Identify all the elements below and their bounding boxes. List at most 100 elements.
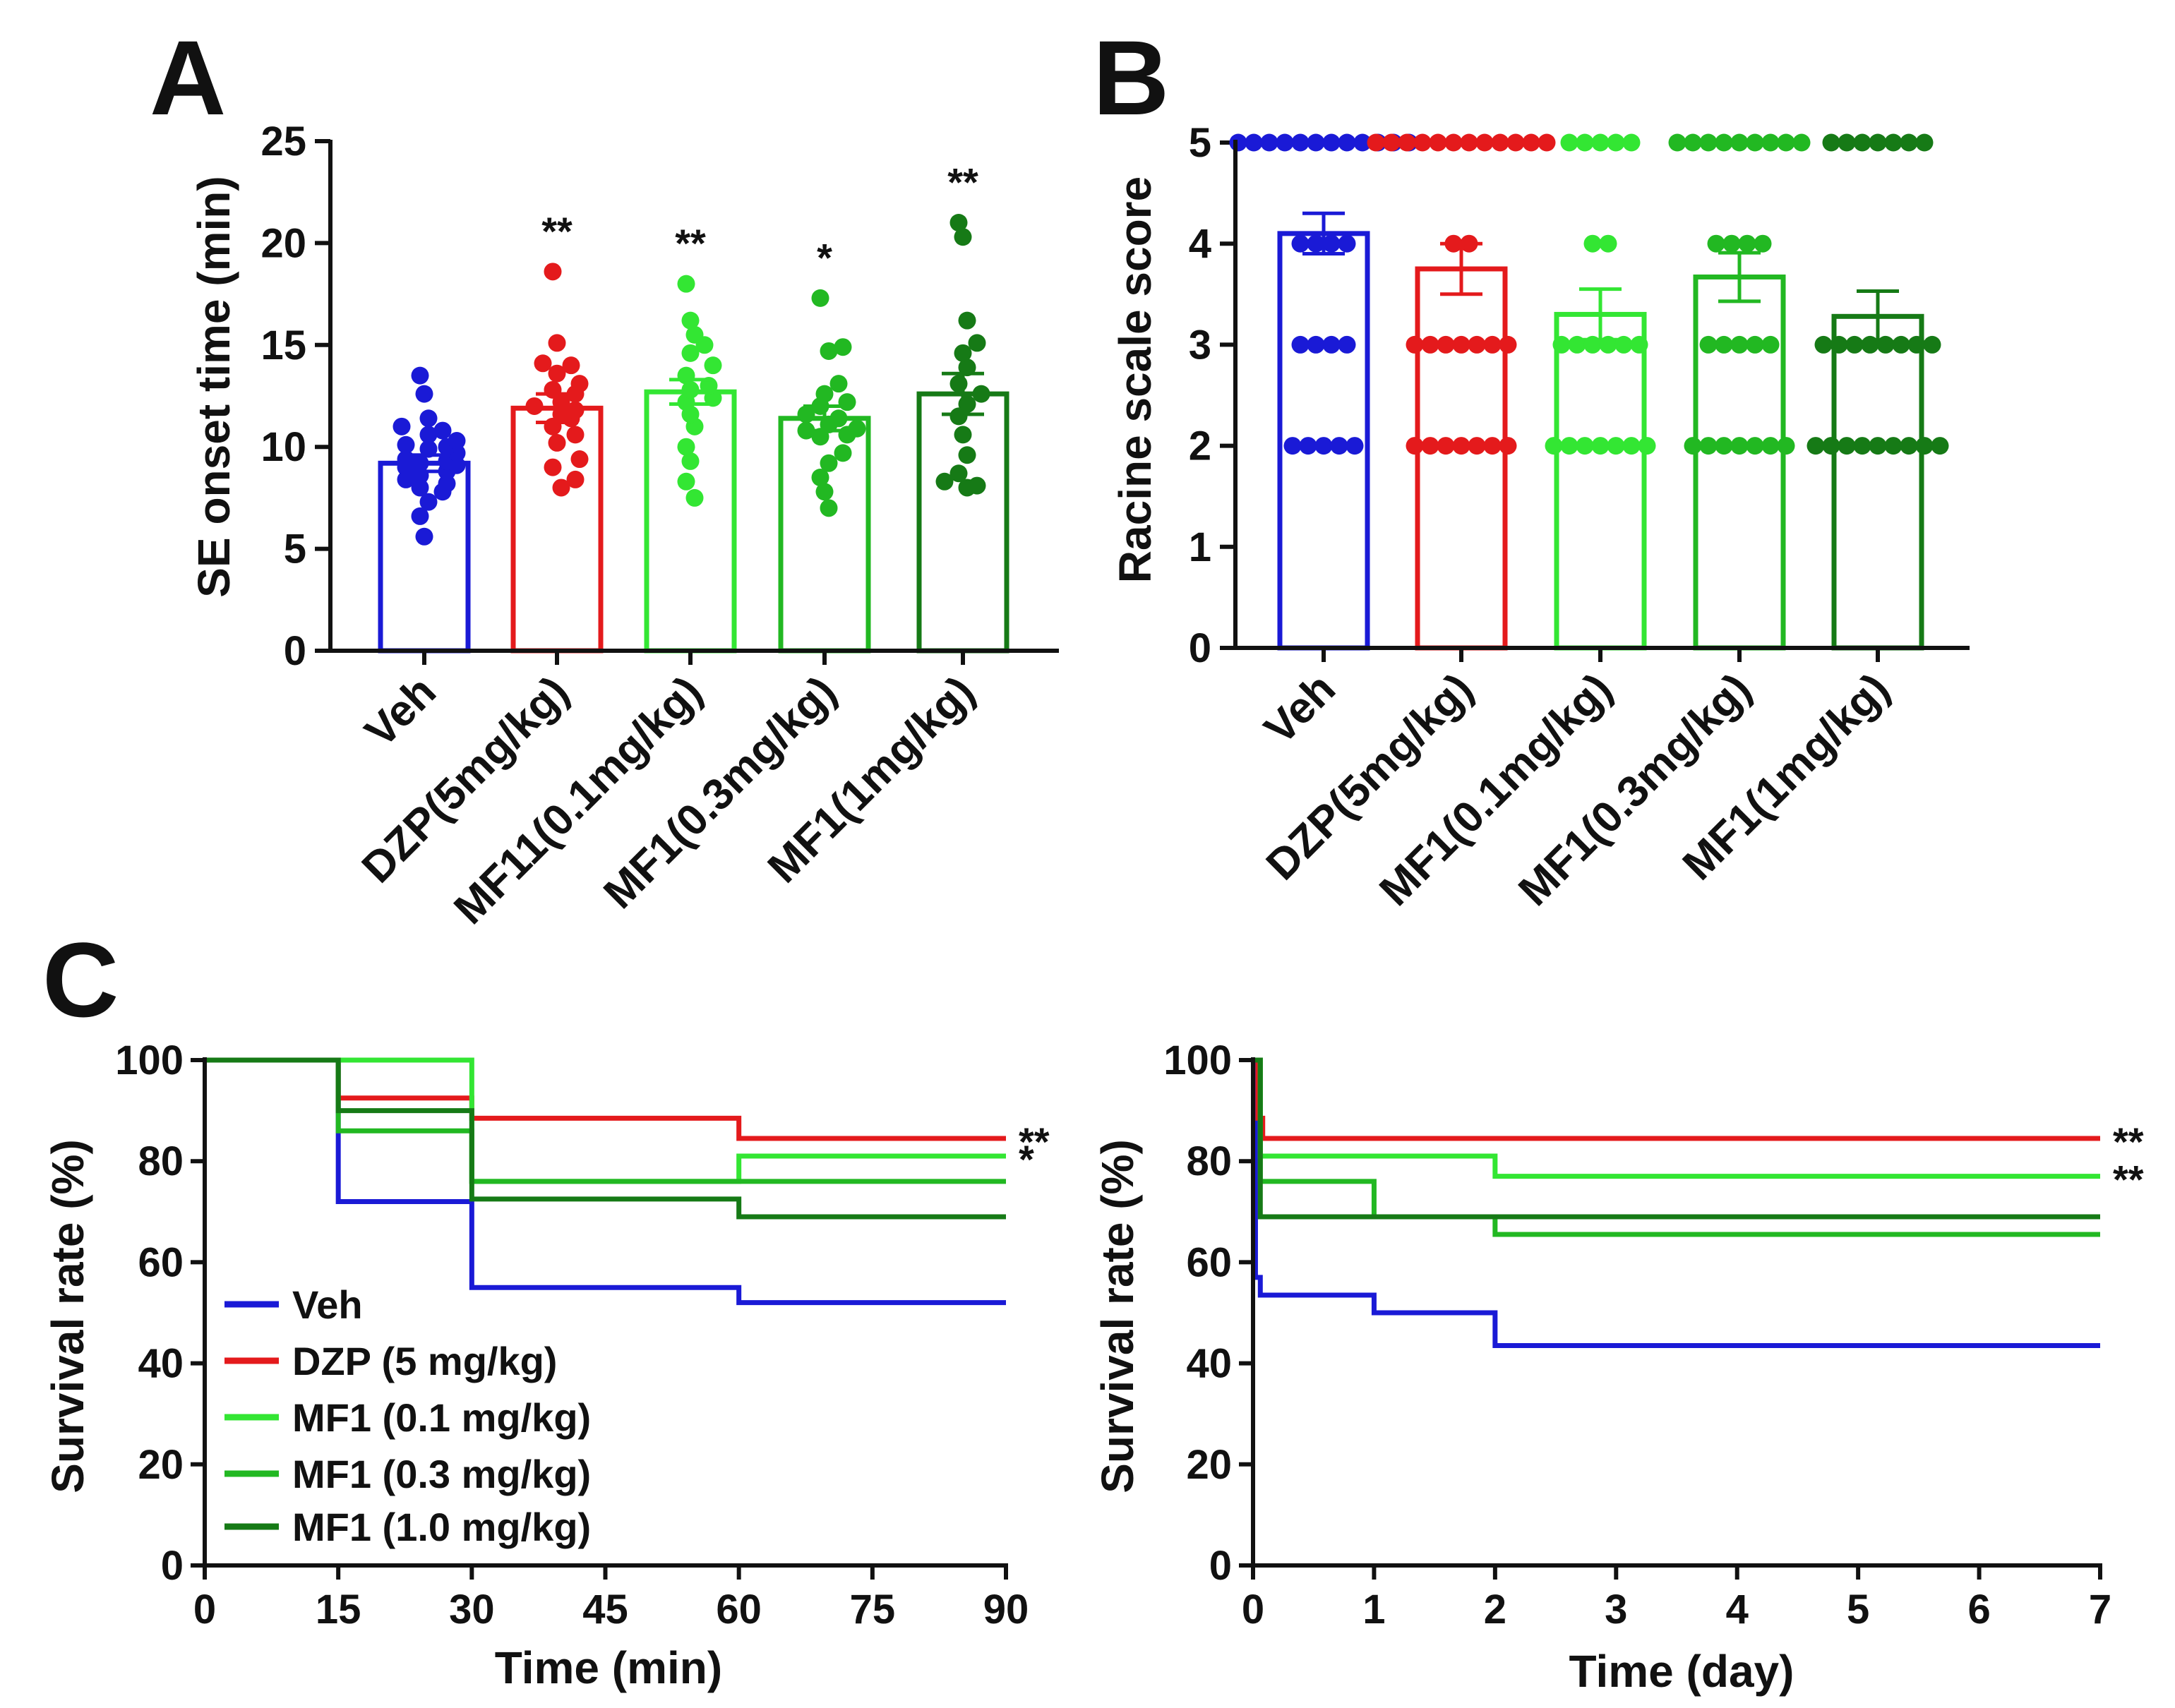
data-point-score-3: [1583, 335, 1602, 354]
data-point-score-4: [1754, 234, 1772, 253]
y-tick-label: 40: [1186, 1341, 1232, 1387]
data-point: [677, 472, 695, 491]
data-point-score-5: [1668, 133, 1686, 152]
x-tick-label: 60: [716, 1587, 762, 1632]
data-point: [419, 426, 438, 444]
data-point-score-2: [1591, 437, 1610, 455]
data-point-score-3: [1814, 335, 1833, 354]
data-point: [681, 311, 700, 330]
data-point: [415, 527, 433, 546]
data-point-score-5: [1506, 133, 1525, 152]
data-point-score-3: [1845, 335, 1864, 354]
data-point-score-5: [1475, 133, 1494, 152]
data-point: [548, 433, 566, 452]
category-label-mf1-0-1mg-kg: MF1(0.1mg/kg): [1370, 664, 1622, 915]
category-label-mf1-0-3mg-kg: MF1(0.3mg/kg): [594, 667, 846, 918]
data-point-score-3: [1746, 335, 1764, 354]
data-point-score-3: [1322, 335, 1341, 354]
data-point: [566, 470, 585, 488]
data-point-score-5: [1291, 133, 1310, 152]
data-point-score-2: [1346, 437, 1364, 455]
data-point-score-5: [1715, 133, 1733, 152]
data-point-score-2: [1576, 437, 1594, 455]
data-point-score-3: [1452, 335, 1470, 354]
y-tick-label: 80: [1186, 1138, 1232, 1184]
data-point: [681, 452, 700, 470]
data-point-score-2: [1715, 437, 1733, 455]
data-point-score-3: [1307, 335, 1325, 354]
x-tick-label: 30: [449, 1587, 495, 1632]
data-point-score-5: [1322, 133, 1341, 152]
data-point-score-2: [1314, 437, 1333, 455]
data-point-score-2: [1468, 437, 1486, 455]
data-point-score-5: [1338, 133, 1356, 152]
data-point: [548, 364, 566, 383]
data-point: [954, 344, 972, 362]
data-point-score-3: [1568, 335, 1586, 354]
survival-line-mf1-1-0-mg-kg: [205, 1057, 1006, 1220]
x-tick-label: 45: [582, 1587, 628, 1632]
legend: Veh DZP (5 mg/kg) MF1 (0.1 mg/kg) MF1 (0…: [224, 1282, 591, 1549]
survival-line-dzp-5-mg-kg: [1253, 1057, 2100, 1141]
data-point: [393, 417, 411, 435]
data-point-score-2: [1806, 437, 1825, 455]
data-point: [954, 228, 972, 246]
data-point-score-5: [1761, 133, 1780, 152]
data-point: [811, 469, 829, 487]
data-point: [419, 409, 438, 428]
c-left-y-axis-title: Survival rate (%): [42, 1139, 93, 1493]
data-point: [525, 397, 544, 415]
data-point: [677, 366, 695, 385]
data-point: [968, 476, 986, 495]
data-point: [848, 419, 866, 438]
x-tick-label: 90: [983, 1587, 1029, 1632]
data-point-score-5: [1538, 133, 1556, 152]
data-point-score-2: [1853, 437, 1871, 455]
c-right-y-axis-title: Survival rate (%): [1092, 1139, 1143, 1493]
data-point: [411, 507, 429, 525]
significance-mf1-0-1-mg-kg: *: [1019, 1137, 1034, 1181]
data-point: [433, 421, 452, 440]
data-point: [958, 446, 976, 464]
y-tick-label: 20: [138, 1442, 184, 1488]
data-point-score-3: [1421, 335, 1439, 354]
category-label-mf1-0-3mg-kg: MF1(0.3mg/kg): [1509, 664, 1761, 915]
data-point-score-4: [1583, 234, 1602, 253]
data-point: [834, 444, 852, 462]
data-point-score-5: [1260, 133, 1278, 152]
data-point-score-3: [1437, 335, 1455, 354]
category-label-veh: Veh: [356, 667, 445, 757]
data-point-score-5: [1382, 133, 1401, 152]
y-tick-label: 60: [138, 1239, 184, 1285]
panel-c-letter: C: [42, 920, 119, 1039]
data-point: [704, 356, 722, 375]
data-point: [570, 450, 589, 469]
x-tick-label: 2: [1484, 1587, 1506, 1632]
data-point-score-3: [1406, 335, 1424, 354]
data-point: [411, 366, 429, 385]
x-tick-label: 75: [850, 1587, 896, 1632]
data-point-score-5: [1900, 133, 1918, 152]
data-point-score-2: [1777, 437, 1795, 455]
data-point: [685, 488, 704, 507]
data-point: [534, 354, 552, 373]
data-point-score-2: [1421, 437, 1439, 455]
legend-label-mf1-0-3: MF1 (0.3 mg/kg): [292, 1452, 591, 1496]
panel-b-letter: B: [1093, 18, 1169, 137]
c-left-x-axis-title: Time (min): [495, 1642, 722, 1693]
data-point-score-5: [1429, 133, 1447, 152]
data-point: [838, 393, 856, 411]
b-y-tick-label: 1: [1189, 524, 1211, 570]
panel-a-letter: A: [150, 18, 226, 137]
data-point-score-2: [1330, 437, 1348, 455]
data-point-score-2: [1822, 437, 1840, 455]
data-point: [834, 338, 852, 356]
legend-item-dzp: DZP (5 mg/kg): [224, 1339, 557, 1383]
survival-line-mf1-0-1-mg-kg: [205, 1057, 1006, 1184]
data-point-score-2: [1915, 437, 1934, 455]
y-tick-label: 0: [1209, 1543, 1232, 1589]
data-point: [544, 263, 562, 281]
data-point: [562, 356, 580, 375]
data-point-score-2: [1299, 437, 1317, 455]
